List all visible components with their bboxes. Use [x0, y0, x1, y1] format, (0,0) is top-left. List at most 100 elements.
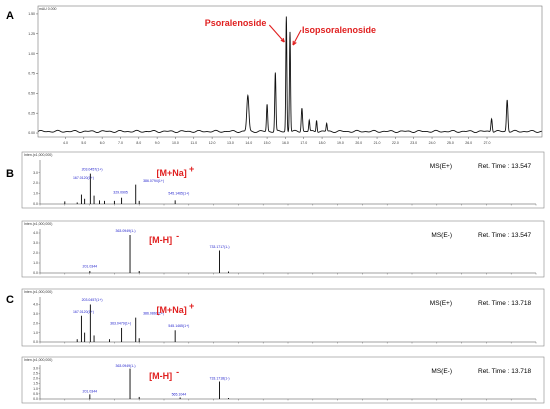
spectrum-c1-ytick-label: 1.0 [33, 331, 38, 335]
chart-a-xtick-label: 27.0 [484, 141, 491, 145]
spectrum-b1-header: Inten.(x1,000,000) [24, 153, 52, 157]
chart-a-xtick-label: 18.0 [319, 141, 326, 145]
spectrum-b2-peak-label: 363.0949(1-) [116, 229, 136, 233]
spectrum-c2-ytick-label: 2.5 [33, 371, 38, 375]
spectrum-b2-mode: MS(E-) [431, 232, 452, 239]
chart-a-xtick-label: 15.0 [264, 141, 271, 145]
chart-a-ytick-label: 1.50 [28, 12, 35, 16]
chart-a-xtick-label: 13.0 [227, 141, 234, 145]
chart-a-ytick-label: 0.75 [28, 72, 35, 76]
chart-a-xtick-label: 14.0 [245, 141, 252, 145]
spectrum-c2-ret-time: Ret. Time : 13.718 [478, 368, 531, 375]
spectrum-c1-ytick-label: 4.0 [33, 303, 38, 307]
chart-a-ytick-label: 0.25 [28, 111, 35, 115]
chart-a-xtick-label: 23.0 [410, 141, 417, 145]
chart-a-xtick-label: 10.0 [172, 141, 179, 145]
spectrum-b2-header: Inten.(x1,000,000) [24, 222, 52, 226]
spectrum-b1-peak-label: 386.0794(1+) [143, 179, 164, 183]
spectrum-b1-ytick-label: 0.0 [33, 202, 38, 206]
chart-a-xtick-label: 8.0 [136, 141, 141, 145]
chart-a-ytick-label: 0.00 [28, 131, 35, 135]
spectrum-b2-frame [21, 220, 545, 278]
spectrum-b1-ion-label: [M+Na] [157, 168, 187, 178]
chart-a-frame [37, 5, 543, 138]
spectrum-b1-ytick-label: 2.0 [33, 181, 38, 185]
spectrum-c1-peak-label: 167.0120(1+) [73, 310, 94, 314]
chart-a-xtick-label: 9.0 [155, 141, 160, 145]
panel-label-b: B [6, 168, 14, 180]
spectrum-b2-ret-time: Ret. Time : 13.547 [478, 232, 531, 239]
spectrum-c2-ion-charge: - [176, 367, 179, 377]
spectrum-b2-ytick-label: 1.0 [33, 261, 38, 265]
spectrum-c1-ion-label: [M+Na] [157, 305, 187, 315]
spectrum-b1-ret-time: Ret. Time : 13.547 [478, 163, 531, 170]
spectrum-c1-ret-time: Ret. Time : 13.718 [478, 300, 531, 307]
spectrum-c1-peak-label: 545.1465(1+) [168, 324, 189, 328]
spectrum-c2-ytick-label: 1.0 [33, 387, 38, 391]
spectrum-c2-ytick-label: 0.5 [33, 392, 38, 396]
spectrum-b1-peak-label: 545.1465(1+) [168, 192, 189, 196]
chart-a-xtick-label: 12.0 [209, 141, 216, 145]
spectrum-c2-header: Inten.(x1,000,000) [24, 358, 52, 362]
spectrum-c2-ytick-label: 2.0 [33, 377, 38, 381]
spectrum-b1-ion-charge: + [189, 164, 194, 174]
spectrum-c1-ytick-label: 2.0 [33, 321, 38, 325]
panel-label-a: A [6, 10, 14, 22]
spectrum-b2-peak-label: 733.1717(1-) [210, 245, 230, 249]
chart-a-xtick-label: 4.0 [63, 141, 68, 145]
arrowhead-psoralenoside [280, 37, 285, 43]
spectrum-b1-ytick-label: 1.0 [33, 192, 38, 196]
arrowhead-isopsoralenoside [292, 40, 297, 46]
chart-a-xtick-label: 5.0 [81, 141, 86, 145]
spectrum-b2-peak-label: 201.0344 [83, 265, 98, 269]
chart-a-header: mAU 0.000 [39, 7, 57, 11]
panel-label-c: C [6, 294, 14, 306]
spectrum-c2-mode: MS(E-) [431, 368, 452, 375]
chart-a-xtick-label: 21.0 [374, 141, 381, 145]
spectrum-b1-mode: MS(E+) [430, 163, 452, 170]
spectrum-c1-peak-label: 386.0860(1+) [143, 311, 164, 315]
chart-a-trace [37, 16, 542, 134]
chart-a-xtick-label: 6.0 [100, 141, 105, 145]
spectrum-c2-ytick-label: 1.5 [33, 382, 38, 386]
chart-a-xtick-label: 7.0 [118, 141, 123, 145]
arrow-isopsoralenoside [292, 29, 302, 46]
spectrum-b1-peak-label: 329.0905 [113, 191, 128, 195]
spectrum-c1-ion-charge: + [189, 301, 194, 311]
spectrum-b1-peak-label: 203.0457(1+) [82, 167, 103, 171]
chart-a-xtick-label: 16.0 [282, 141, 289, 145]
chart-a-xtick-label: 26.0 [465, 141, 472, 145]
spectrum-b2-ytick-label: 0.0 [33, 271, 38, 275]
spectrum-b2-ytick-label: 2.0 [33, 251, 38, 255]
spectrum-c2-ion-label: [M-H] [149, 371, 172, 381]
spectrum-b1-peak-label: 167.0120(1+) [73, 176, 94, 180]
chart-a-xtick-label: 11.0 [191, 141, 198, 145]
chart-a-xtick-label: 22.0 [392, 141, 399, 145]
spectrum-c1-peak-label: 203.0457(1+) [82, 298, 103, 302]
chart-a-xtick-label: 25.0 [447, 141, 454, 145]
annotation-psoralenoside: Psoralenoside [205, 18, 267, 28]
spectrum-c1-ytick-label: 0.0 [33, 340, 38, 344]
spectrum-c2-ytick-label: 0.0 [33, 397, 38, 401]
spectrum-c2-peak-label: 733.1718(1-) [210, 376, 230, 380]
spectrum-c2-peak-label: 201.0344 [83, 389, 98, 393]
spectrum-c1-ytick-label: 3.0 [33, 312, 38, 316]
chart-a-xtick-label: 19.0 [337, 141, 344, 145]
chart-a-xtick-label: 20.0 [355, 141, 362, 145]
spectrum-c1-peak-label: 363.0479(1+) [110, 322, 131, 326]
spectrum-c1-header: Inten.(x1,000,000) [24, 290, 52, 294]
spectrum-b1-frame [21, 151, 545, 209]
spectrum-c1-frame [21, 288, 545, 347]
spectrum-c2-ytick-label: 3.0 [33, 366, 38, 370]
chart-a-ytick-label: 0.50 [28, 92, 35, 96]
chart-a-ytick-label: 1.00 [28, 52, 35, 56]
spectrum-b1-ytick-label: 3.0 [33, 171, 38, 175]
spectrum-b2-ion-label: [M-H] [149, 235, 172, 245]
chart-a-xtick-label: 17.0 [300, 141, 307, 145]
arrow-psoralenoside [268, 24, 285, 43]
spectrum-b2-ytick-label: 4.0 [33, 231, 38, 235]
spectrum-c2-frame [21, 356, 545, 404]
annotation-isopsoralenoside: Isopsoralenoside [302, 25, 376, 35]
spectrum-c2-peak-label: 565.1044 [172, 392, 187, 396]
chart-a-ytick-label: 1.25 [28, 32, 35, 36]
